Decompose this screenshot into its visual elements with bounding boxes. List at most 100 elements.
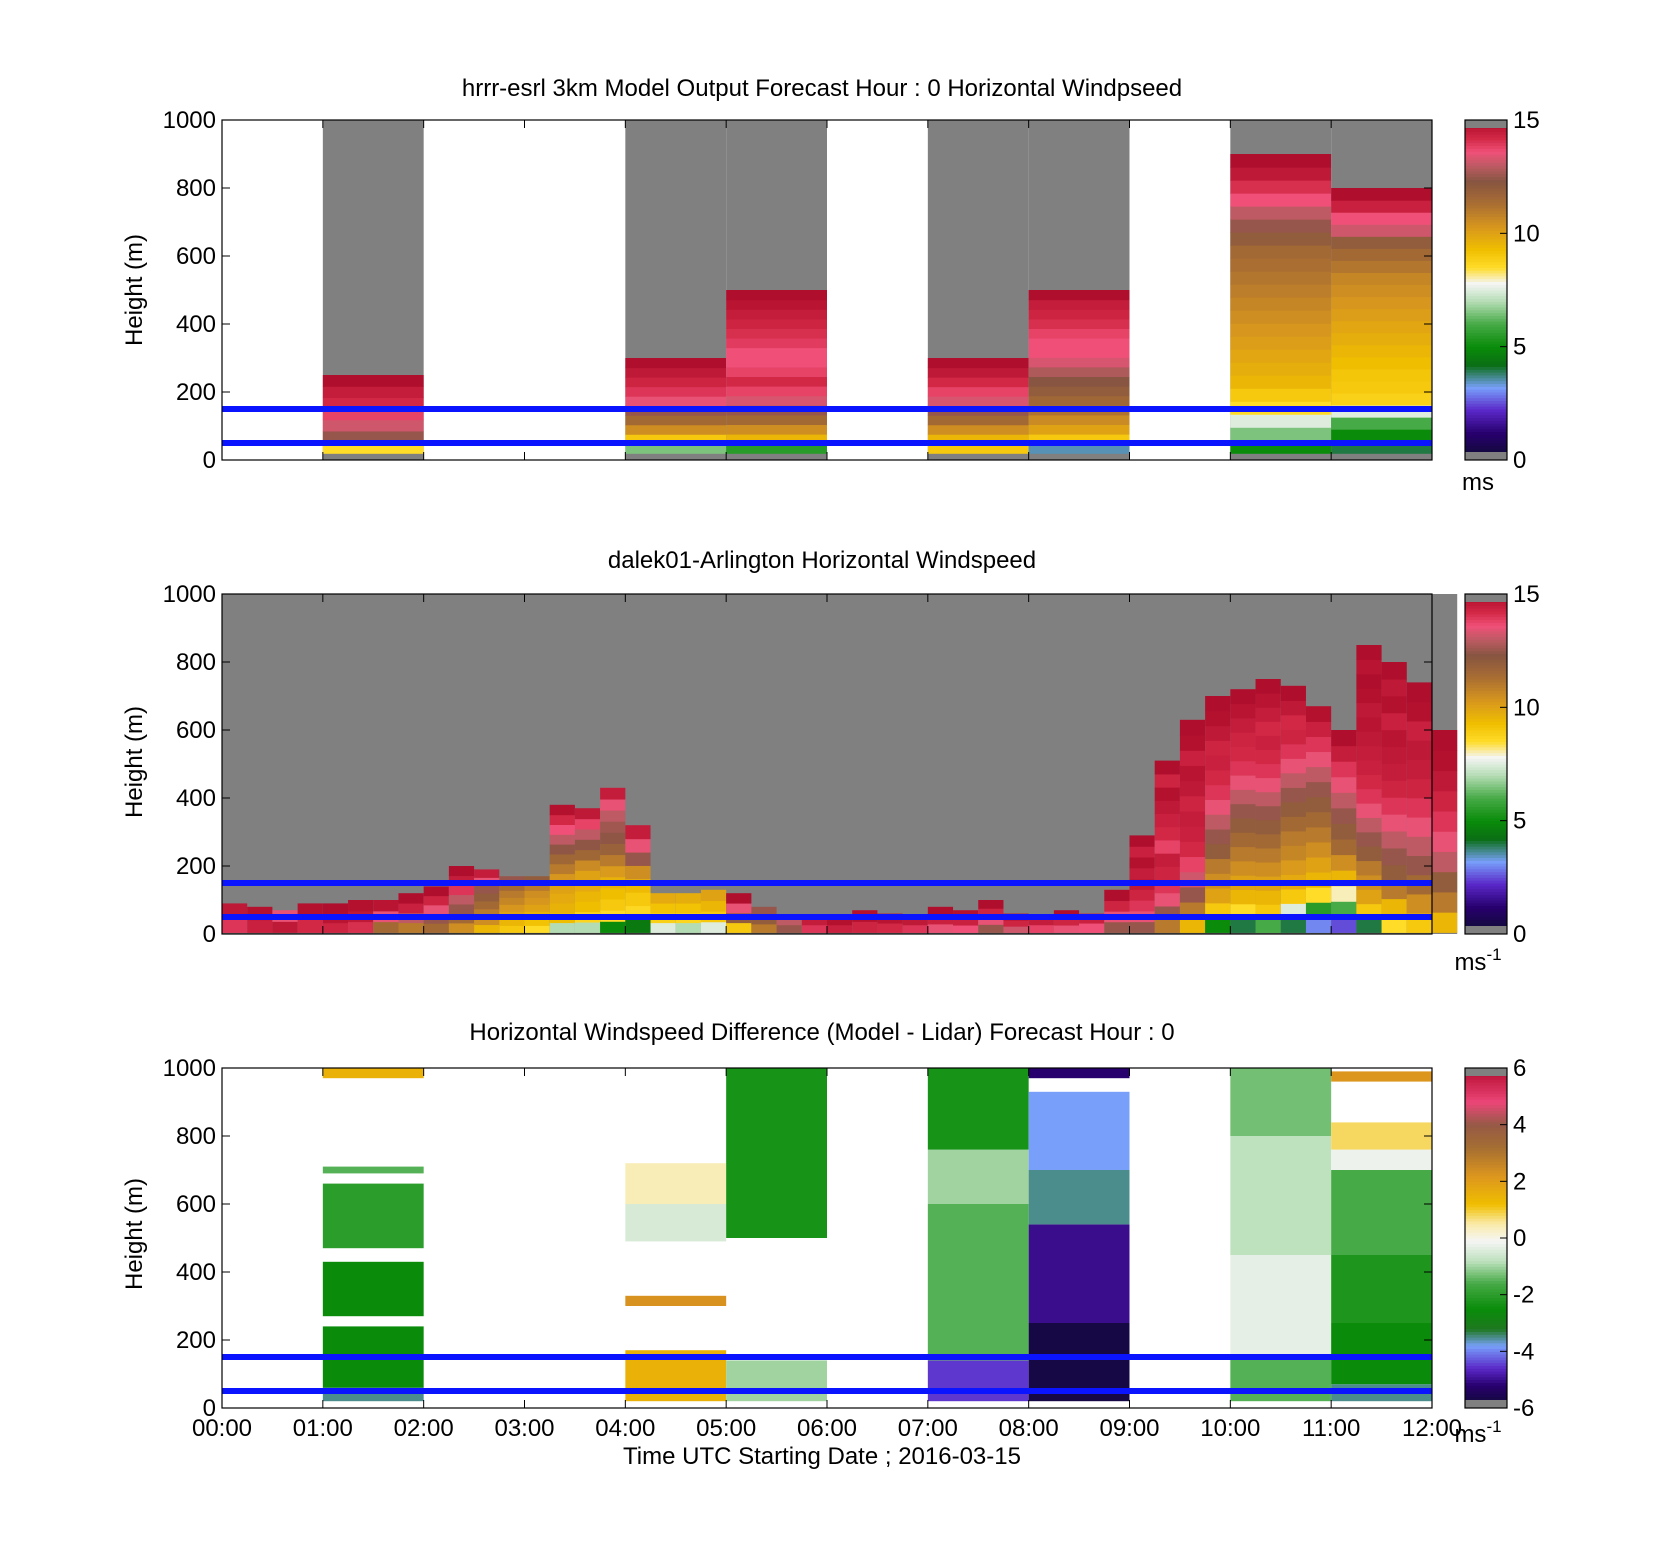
difference-cell bbox=[1331, 1149, 1432, 1170]
colorbar-cell bbox=[1465, 866, 1507, 870]
colorbar-cell bbox=[1465, 860, 1507, 864]
speed-cell bbox=[1356, 745, 1382, 761]
colorbar-cell bbox=[1465, 1133, 1507, 1137]
speed-cell bbox=[1406, 855, 1432, 876]
speed-cell bbox=[927, 367, 1029, 378]
difference-cell bbox=[322, 1068, 424, 1079]
speed-cell bbox=[1179, 795, 1206, 812]
speed-cell bbox=[726, 299, 827, 310]
colorbar-cell bbox=[1465, 642, 1507, 646]
colorbar-unit: ms bbox=[1462, 469, 1494, 496]
speed-cell bbox=[549, 834, 575, 845]
difference-cell bbox=[1331, 1071, 1432, 1082]
colorbar-cell bbox=[1465, 786, 1507, 790]
speed-cell bbox=[1205, 887, 1231, 904]
speed-cell bbox=[1305, 736, 1332, 753]
speed-cell bbox=[1230, 154, 1332, 168]
colorbar-cell bbox=[1465, 227, 1507, 231]
colorbar-cell bbox=[1465, 1144, 1507, 1148]
speed-cell bbox=[1255, 861, 1281, 877]
speed-cell bbox=[423, 923, 449, 933]
speed-cell bbox=[297, 917, 323, 933]
colorbar-cell bbox=[1465, 1116, 1507, 1120]
speed-cell bbox=[1154, 892, 1180, 907]
speed-cell bbox=[927, 386, 1029, 397]
colorbar-cell bbox=[1465, 1170, 1507, 1174]
speed-cell bbox=[1230, 206, 1332, 220]
speed-cell bbox=[1230, 232, 1332, 246]
colorbar-cell bbox=[1465, 647, 1507, 652]
colorbar-cell bbox=[1465, 1263, 1507, 1267]
speed-cell bbox=[1381, 763, 1407, 781]
colorbar-cell bbox=[1465, 1274, 1507, 1279]
speed-cell bbox=[1356, 917, 1382, 933]
speed-cell bbox=[1255, 707, 1281, 722]
speed-cell bbox=[1179, 765, 1206, 782]
difference-cell bbox=[322, 1183, 424, 1249]
colorbar-cell bbox=[1465, 363, 1507, 367]
speed-cell bbox=[1331, 838, 1357, 856]
speed-cell bbox=[1129, 867, 1155, 880]
speed-cell bbox=[1154, 760, 1180, 775]
speed-cell bbox=[978, 916, 1004, 925]
speed-cell bbox=[1230, 271, 1332, 285]
colorbar-cell bbox=[1465, 301, 1507, 305]
x-tick-label: 08:00 bbox=[999, 1415, 1059, 1442]
speed-cell bbox=[600, 787, 626, 800]
speed-cell bbox=[625, 825, 651, 840]
colorbar-cell bbox=[1465, 329, 1507, 333]
colorbar-cell bbox=[1465, 795, 1507, 799]
colorbar-cell bbox=[1465, 1164, 1507, 1168]
speed-cell bbox=[1432, 810, 1458, 832]
speed-cell bbox=[726, 922, 752, 933]
colorbar-cell bbox=[1465, 1393, 1507, 1398]
colorbar-cell bbox=[1465, 820, 1507, 824]
difference-cell bbox=[1230, 1357, 1332, 1402]
speed-cell bbox=[1331, 320, 1432, 334]
colorbar-cell bbox=[1465, 1226, 1507, 1230]
colorbar-cell bbox=[1465, 687, 1507, 691]
colorbar-cell bbox=[1465, 1311, 1507, 1315]
speed-cell bbox=[1179, 901, 1206, 918]
speed-cell bbox=[1230, 180, 1332, 194]
colorbar-cell bbox=[1465, 1221, 1507, 1225]
colorbar-cell bbox=[1465, 1192, 1507, 1196]
colorbar-cell bbox=[1465, 1249, 1507, 1253]
y-tick-label: 600 bbox=[176, 243, 216, 270]
colorbar-cell bbox=[1465, 1340, 1507, 1344]
speed-cell bbox=[751, 923, 777, 933]
colorbar-cell bbox=[1465, 1323, 1507, 1327]
colorbar-cell bbox=[1465, 1198, 1507, 1202]
speed-cell bbox=[1230, 832, 1256, 848]
speed-cell bbox=[474, 924, 500, 933]
colorbar-cell bbox=[1465, 1195, 1507, 1199]
speed-cell bbox=[600, 843, 626, 856]
speed-cell bbox=[1230, 362, 1332, 376]
speed-cell bbox=[322, 375, 424, 387]
speed-cell bbox=[1230, 336, 1332, 350]
speed-cell bbox=[474, 916, 500, 926]
colorbar-cell bbox=[1465, 287, 1507, 291]
speed-cell bbox=[1406, 701, 1432, 722]
speed-cell bbox=[1205, 858, 1231, 874]
speed-cell bbox=[1406, 893, 1432, 914]
colorbar-cell bbox=[1465, 1161, 1507, 1165]
colorbar-unit: ms-1 bbox=[1454, 945, 1501, 976]
speed-cell bbox=[1331, 745, 1357, 762]
speed-cell bbox=[1154, 866, 1180, 881]
colorbar-tick-label: 4 bbox=[1513, 1112, 1526, 1139]
colorbar-cell bbox=[1465, 372, 1507, 376]
speed-cell bbox=[978, 924, 1004, 933]
y-tick-label: 1000 bbox=[163, 1055, 216, 1082]
colorbar-tick-label: -6 bbox=[1513, 1395, 1534, 1422]
speed-cell bbox=[1356, 831, 1382, 847]
speed-cell bbox=[448, 884, 475, 896]
speed-cell bbox=[1028, 357, 1130, 368]
speed-cell bbox=[1331, 854, 1357, 871]
speed-cell bbox=[1205, 725, 1231, 741]
colorbar-tick-label: 10 bbox=[1513, 694, 1540, 721]
colorbar-cell bbox=[1465, 1362, 1507, 1366]
colorbar-cell bbox=[1465, 789, 1507, 793]
speed-cell bbox=[1406, 682, 1432, 703]
colorbar-cell bbox=[1465, 244, 1507, 248]
